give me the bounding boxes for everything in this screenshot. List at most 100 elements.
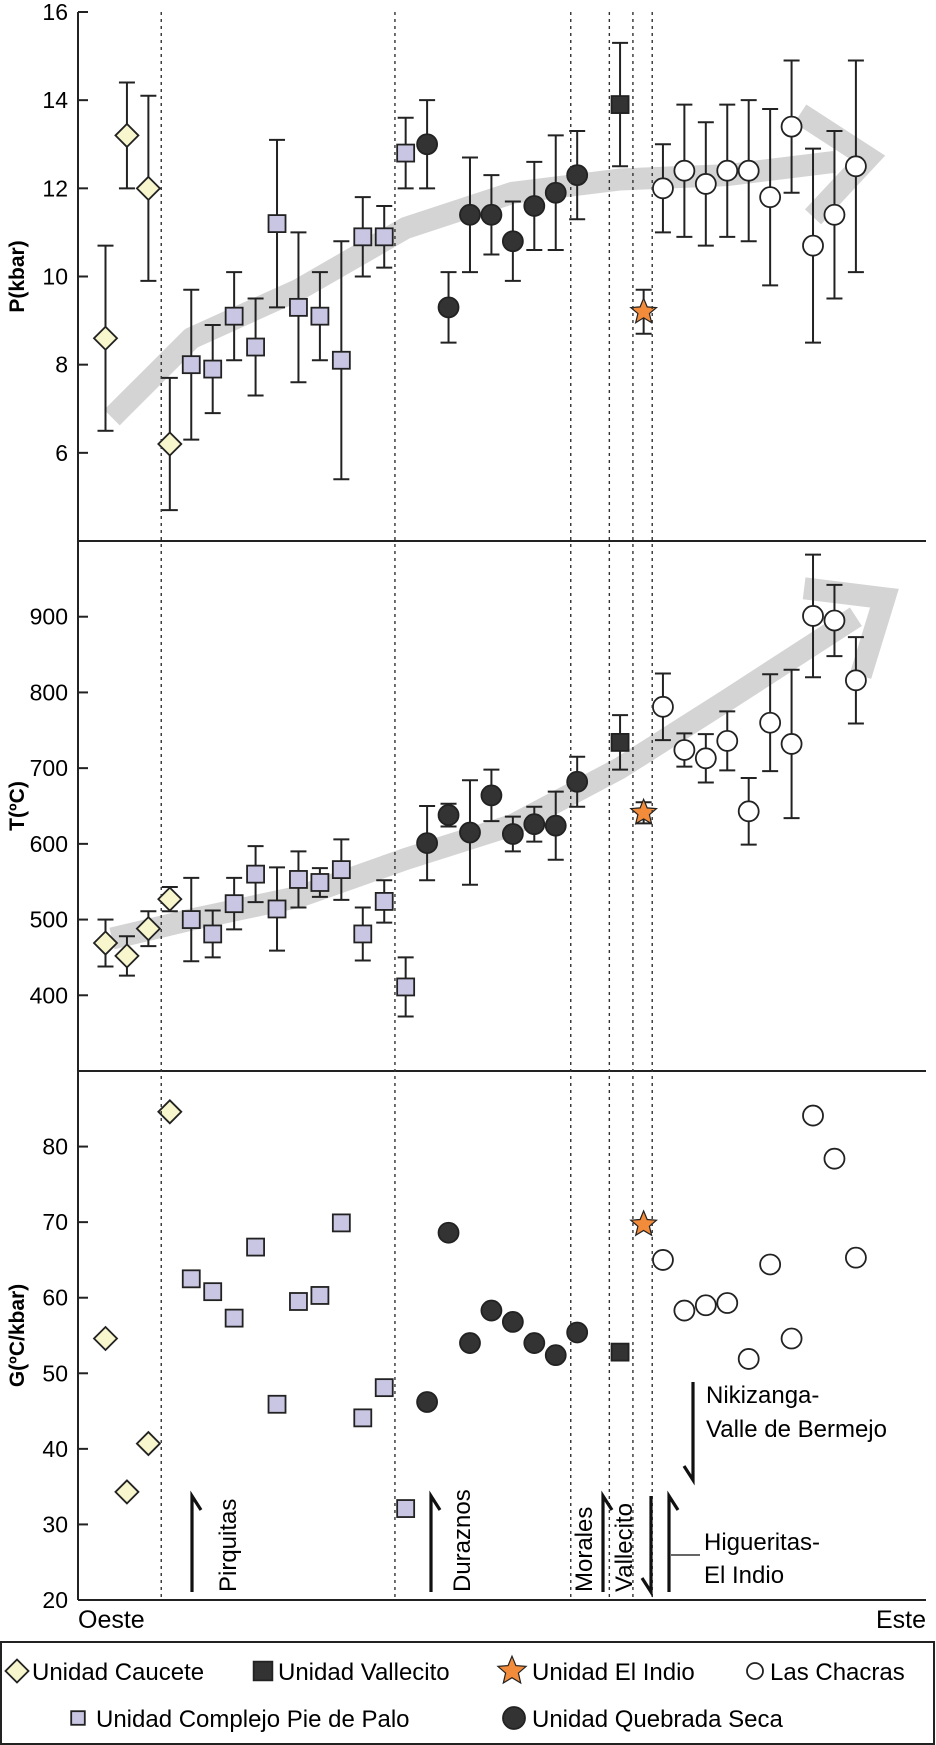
y-tick-label: 12: [42, 175, 68, 201]
y-tick-label: 10: [42, 264, 68, 290]
y-tick-label: 16: [42, 0, 68, 25]
data-point-complejo: [181, 355, 201, 375]
data-point-chacras: [694, 747, 717, 770]
data-point-quebrada: [544, 181, 567, 204]
data-point-complejo: [310, 306, 330, 326]
series-quebrada: [416, 755, 589, 886]
data-point-quebrada: [501, 230, 524, 253]
series-elindio: [629, 288, 659, 335]
data-point-quebrada: [523, 813, 546, 836]
data-point-quebrada: [480, 1299, 503, 1322]
data-point-quebrada: [480, 784, 503, 807]
legend-symbol-complejo: [70, 1710, 86, 1726]
data-point-chacras: [780, 115, 803, 138]
data-point-complejo: [224, 306, 244, 326]
data-point-quebrada: [566, 1321, 589, 1344]
fault-label-higueritas-line2: El Indio: [704, 1562, 784, 1589]
data-point-quebrada: [416, 133, 439, 156]
trend-arrow-head: [794, 104, 886, 225]
data-point-caucete: [92, 930, 119, 956]
data-point-quebrada: [566, 770, 589, 793]
data-point-quebrada: [437, 1221, 460, 1244]
data-point-complejo: [310, 873, 330, 892]
fault-label-duraznos: Duraznos: [449, 1489, 476, 1592]
y-tick-label: 20: [42, 1587, 68, 1613]
data-point-complejo: [203, 1282, 223, 1302]
data-point-complejo: [331, 1213, 351, 1233]
series-quebrada: [416, 99, 589, 344]
series-elindio: [629, 1209, 658, 1237]
y-tick-label: 80: [42, 1134, 68, 1160]
data-point-complejo: [396, 1499, 416, 1518]
higueritas-arrow-up: [667, 1490, 680, 1592]
y-tick-label: 800: [30, 679, 68, 705]
y-axis-label: T(ºC): [6, 781, 29, 831]
morales-arrow: [601, 1490, 614, 1592]
data-point-chacras: [652, 695, 674, 718]
data-point-chacras: [673, 159, 696, 182]
y-tick-label: 400: [30, 982, 68, 1008]
data-point-complejo: [267, 1394, 287, 1414]
data-point-chacras: [737, 800, 760, 823]
data-point-complejo: [353, 924, 373, 944]
data-point-complejo: [224, 894, 244, 914]
data-point-chacras: [694, 173, 717, 195]
data-point-caucete: [157, 886, 183, 912]
data-point-complejo: [374, 1378, 394, 1398]
data-point-chacras: [673, 739, 696, 761]
data-point-chacras: [759, 1253, 782, 1276]
data-point-caucete: [135, 1430, 162, 1457]
series-caucete: [92, 886, 183, 977]
series-chacras: [652, 1104, 867, 1370]
x-axis-left-label: Oeste: [78, 1606, 145, 1634]
y-tick-label: 50: [42, 1360, 68, 1386]
data-point-elindio: [629, 1209, 658, 1237]
data-point-caucete: [157, 1099, 183, 1125]
data-point-chacras: [802, 605, 824, 627]
data-point-chacras: [802, 1104, 824, 1127]
legend-label-chacras: Las Chacras: [770, 1659, 905, 1686]
data-point-complejo: [203, 924, 223, 944]
data-point-complejo: [246, 864, 265, 884]
data-point-caucete: [135, 175, 162, 202]
legend-label-elindio: Unidad El Indio: [532, 1659, 695, 1686]
series-complejo: [181, 838, 416, 1018]
data-point-complejo: [374, 227, 394, 247]
y-tick-label: 70: [42, 1209, 68, 1235]
data-point-chacras: [780, 1327, 803, 1350]
data-point-complejo: [289, 870, 308, 889]
data-point-caucete: [114, 943, 140, 969]
legend-label-complejo: Unidad Complejo Pie de Palo: [96, 1706, 410, 1733]
nikizanga-arrow: [682, 1382, 695, 1486]
y-tick-label: 6: [55, 440, 68, 466]
data-point-chacras: [716, 159, 739, 182]
y-axis-label: P(kbar): [6, 240, 29, 312]
trend-arrow-head: [802, 577, 899, 679]
data-point-quebrada: [501, 823, 524, 845]
data-point-chacras: [845, 1246, 867, 1269]
y-tick-label: 30: [42, 1511, 68, 1537]
data-point-complejo: [374, 892, 394, 911]
series-complejo: [181, 1213, 416, 1518]
y-tick-label: 40: [42, 1436, 68, 1462]
data-point-chacras: [759, 186, 782, 209]
pirquitas-arrow: [190, 1490, 203, 1592]
data-point-quebrada: [480, 203, 503, 226]
data-point-caucete: [114, 122, 140, 149]
y-tick-label: 600: [30, 831, 68, 857]
data-point-complejo: [396, 977, 416, 997]
data-point-chacras: [737, 159, 760, 182]
series-vallecito: [610, 714, 630, 771]
series-caucete: [92, 81, 183, 512]
trend-arrow-shaft: [109, 607, 862, 950]
data-point-complejo: [246, 1237, 265, 1257]
y-tick-label: 60: [42, 1285, 68, 1311]
fault-label-vallecito: Vallecito: [611, 1503, 638, 1592]
data-point-complejo: [203, 359, 223, 379]
data-point-vallecito: [610, 95, 630, 114]
data-point-quebrada: [459, 203, 481, 226]
data-point-quebrada: [437, 296, 460, 319]
data-point-caucete: [92, 325, 119, 351]
y-tick-label: 700: [30, 755, 68, 781]
data-point-quebrada: [544, 1344, 567, 1367]
